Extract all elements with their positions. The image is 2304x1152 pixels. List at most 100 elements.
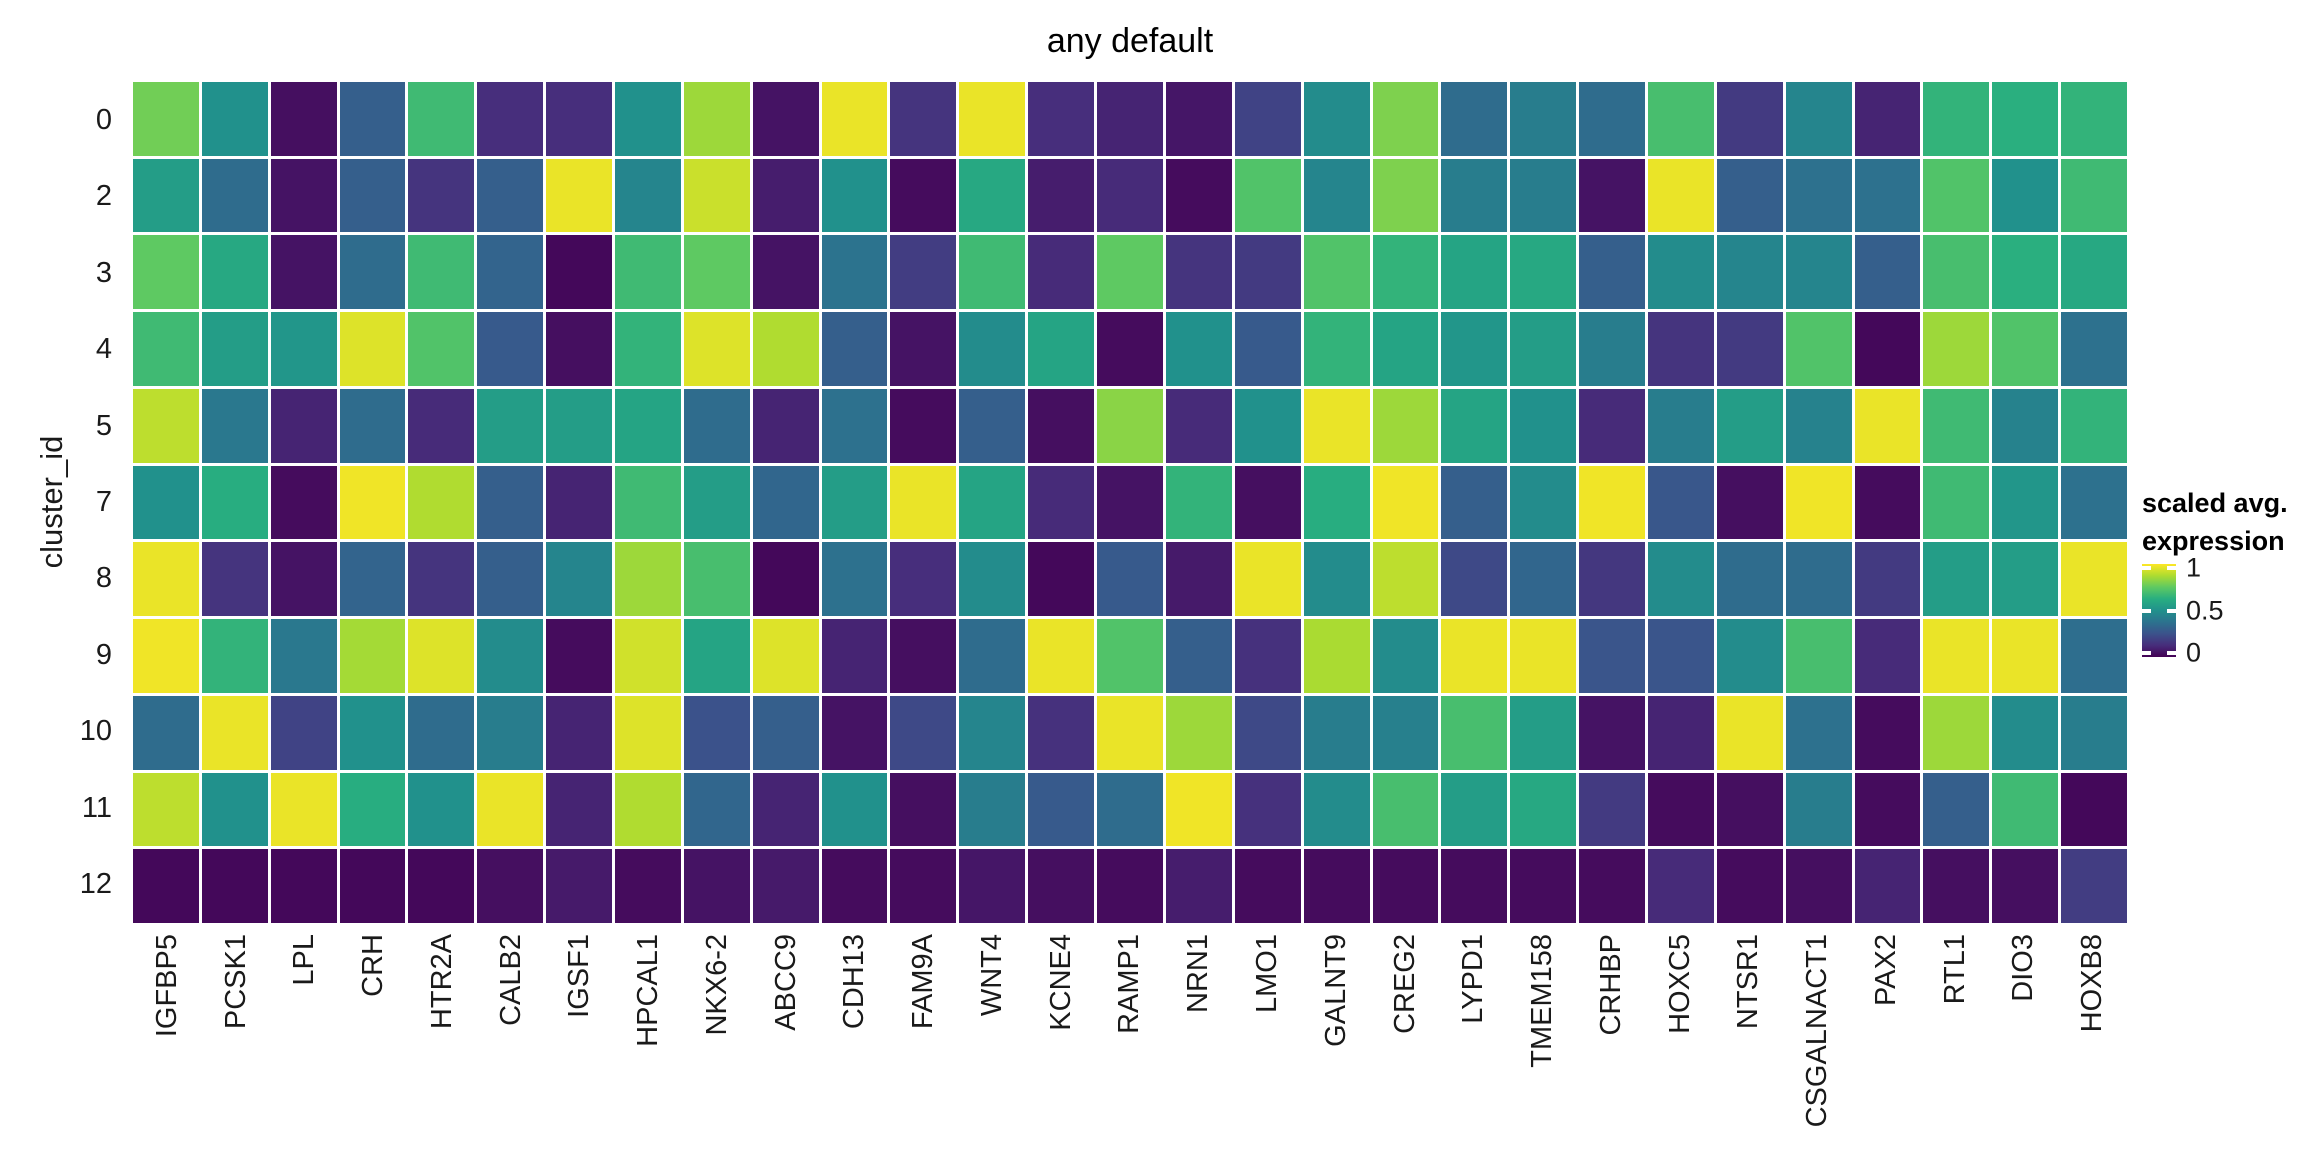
- x-tick-label: IGFBP5: [150, 934, 183, 1038]
- heatmap-cell: [1510, 542, 1577, 617]
- heatmap-cell: [133, 619, 199, 693]
- heatmap-cell: [1097, 388, 1163, 463]
- heatmap-cell: [201, 235, 268, 310]
- heatmap-cell: [821, 542, 888, 617]
- heatmap-cell: [1854, 158, 1921, 233]
- x-tick-label: CREG2: [1388, 934, 1421, 1034]
- heatmap-cell: [1716, 772, 1783, 847]
- x-tick-label: HOXB8: [2076, 934, 2109, 1033]
- heatmap-cell: [1303, 465, 1370, 540]
- heatmap-cell: [477, 235, 544, 310]
- heatmap-cell: [1372, 695, 1439, 770]
- heatmap-cell: [1303, 388, 1370, 463]
- heatmap-cell: [1303, 849, 1370, 923]
- heatmap-cell: [1510, 695, 1577, 770]
- heatmap-cell: [683, 542, 750, 617]
- y-tick-label: 2: [95, 180, 112, 213]
- heatmap-cell: [752, 695, 819, 770]
- heatmap-cell: [1647, 158, 1714, 233]
- heatmap-cell: [1923, 619, 1990, 693]
- legend-tick-label: 1: [2186, 552, 2202, 583]
- heatmap-cell: [752, 619, 819, 693]
- heatmap-cell: [1854, 542, 1921, 617]
- heatmap-cell: [1992, 82, 2059, 156]
- heatmap-cell: [1441, 695, 1508, 770]
- heatmap-cell: [1716, 849, 1783, 923]
- heatmap-cell: [477, 542, 544, 617]
- heatmap-cell: [408, 465, 475, 540]
- x-tick-labels: IGFBP5 PCSK1 LPL CRH HTR2A CALB2 IGSF1 HPCAL1 NK…: [133, 934, 2127, 1149]
- heatmap-cell: [1510, 388, 1577, 463]
- heatmap-cell: [270, 82, 337, 156]
- x-tick-label: IGSF1: [563, 934, 596, 1018]
- heatmap-cell: [201, 82, 268, 156]
- heatmap-cell: [270, 619, 337, 693]
- heatmap-cell: [890, 465, 957, 540]
- heatmap-cell: [1234, 312, 1301, 386]
- heatmap-cell: [1785, 542, 1852, 617]
- heatmap-cell: [2061, 235, 2127, 310]
- heatmap-cell: [752, 542, 819, 617]
- heatmap-cell: [1716, 235, 1783, 310]
- y-tick-label: 3: [95, 256, 112, 289]
- heatmap-cell: [752, 158, 819, 233]
- heatmap-cell: [821, 82, 888, 156]
- heatmap-cell: [1854, 619, 1921, 693]
- heatmap-cell: [959, 542, 1026, 617]
- heatmap-cell: [1992, 772, 2059, 847]
- heatmap-cell: [1647, 235, 1714, 310]
- heatmap-cell: [339, 312, 406, 386]
- heatmap-cell: [615, 388, 681, 463]
- heatmap-cell: [959, 235, 1026, 310]
- heatmap-cell: [683, 235, 750, 310]
- heatmap-cell: [683, 82, 750, 156]
- heatmap-cell: [1303, 82, 1370, 156]
- heatmap-cell: [615, 312, 681, 386]
- heatmap-cell: [1716, 388, 1783, 463]
- heatmap-cell: [1647, 82, 1714, 156]
- x-tick-label: PAX2: [1869, 934, 1902, 1007]
- heatmap-cell: [1028, 235, 1095, 310]
- heatmap-cell: [2061, 772, 2127, 847]
- heatmap-cell: [1097, 695, 1163, 770]
- heatmap-cell: [408, 235, 475, 310]
- heatmap-cell: [821, 619, 888, 693]
- heatmap-cell: [546, 465, 613, 540]
- x-tick-label: HPCAL1: [632, 934, 665, 1047]
- heatmap-cell: [1165, 158, 1232, 233]
- heatmap-cell: [1510, 312, 1577, 386]
- y-tick-label: 8: [95, 562, 112, 595]
- heatmap-cell: [959, 772, 1026, 847]
- legend-tick-mark: [2142, 566, 2151, 571]
- x-tick-label: FAM9A: [907, 934, 940, 1030]
- heatmap-cell: [546, 772, 613, 847]
- heatmap-cell: [1441, 82, 1508, 156]
- heatmap-cell: [1579, 772, 1645, 847]
- heatmap-cell: [683, 849, 750, 923]
- heatmap-cell: [1165, 695, 1232, 770]
- heatmap-cell: [1854, 695, 1921, 770]
- heatmap-cell: [1303, 695, 1370, 770]
- heatmap-cell: [201, 465, 268, 540]
- heatmap-cell: [2061, 849, 2127, 923]
- heatmap-cell: [2061, 619, 2127, 693]
- heatmap-cell: [1097, 82, 1163, 156]
- heatmap-cell: [270, 158, 337, 233]
- heatmap-cell: [133, 542, 199, 617]
- y-tick-label: 9: [95, 638, 112, 671]
- heatmap-cell: [1441, 235, 1508, 310]
- heatmap-cell: [1165, 235, 1232, 310]
- heatmap-cell: [1303, 235, 1370, 310]
- heatmap-cell: [1028, 619, 1095, 693]
- heatmap-cell: [408, 312, 475, 386]
- heatmap-panel: [133, 82, 2127, 923]
- heatmap-cell: [1097, 619, 1163, 693]
- heatmap-cell: [1372, 542, 1439, 617]
- y-tick-label: 7: [95, 485, 112, 518]
- heatmap-cell: [477, 465, 544, 540]
- legend-tick-mark: [2167, 650, 2176, 655]
- heatmap-cell: [615, 772, 681, 847]
- heatmap-cell: [1372, 158, 1439, 233]
- heatmap-cell: [201, 772, 268, 847]
